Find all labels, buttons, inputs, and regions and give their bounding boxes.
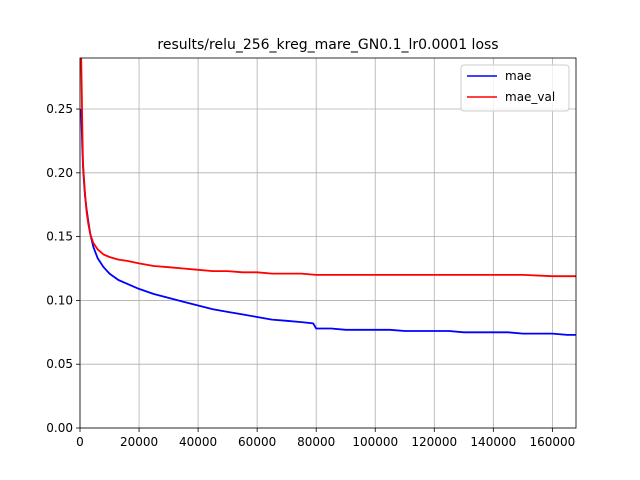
x-tick-label: 80000 [297, 435, 335, 449]
legend: mae mae_val [460, 64, 570, 112]
x-tick-label: 20000 [120, 435, 158, 449]
y-tick-label: 0.05 [46, 357, 73, 371]
axes-frame [79, 57, 577, 429]
x-tick-label: 140000 [470, 435, 516, 449]
x-tick-label: 160000 [529, 435, 575, 449]
grid-lines [79, 58, 576, 429]
y-tick-label: 0.00 [46, 421, 73, 435]
series-line-mae-val [80, 58, 576, 278]
x-tick-label: 0 [76, 435, 84, 449]
legend-label-mae-val: mae_val [505, 90, 555, 104]
x-tick-label: 40000 [179, 435, 217, 449]
y-tick-label: 0.15 [46, 230, 73, 244]
chart-title: results/relu_256_kreg_mare_GN0.1_lr0.000… [157, 37, 498, 53]
y-tick-label: 0.20 [46, 166, 73, 180]
y-tick-label: 0.10 [46, 293, 73, 307]
legend-label-mae: mae [505, 69, 531, 83]
x-tick-label: 120000 [411, 435, 457, 449]
y-tick-label: 0.25 [46, 102, 73, 116]
x-axis-ticks: 0 20000 40000 60000 80000 100000 120000 140000 1… [76, 428, 575, 449]
x-tick-label: 100000 [352, 435, 398, 449]
series-line-mae [80, 108, 576, 336]
y-axis-ticks: 0.00 0.05 0.10 0.15 0.20 0.25 [46, 102, 80, 435]
x-tick-label: 60000 [238, 435, 276, 449]
series-lines [80, 58, 576, 336]
